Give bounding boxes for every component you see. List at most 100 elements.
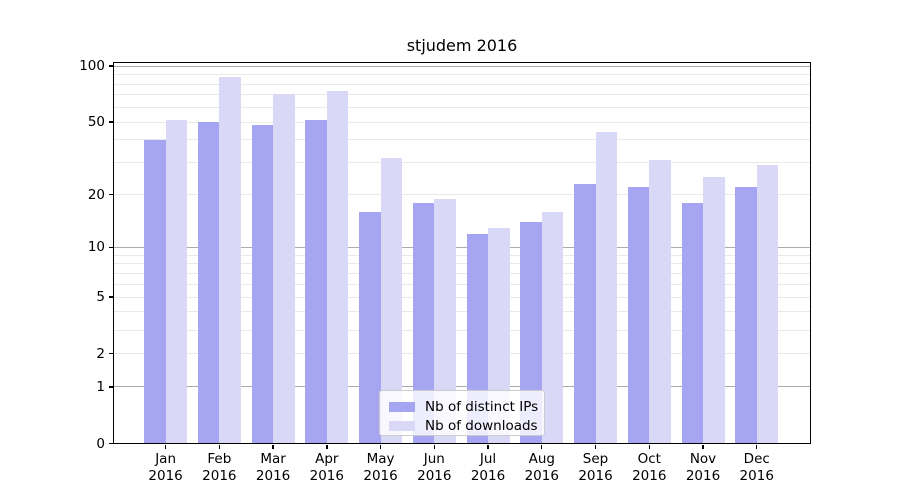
gridline-minor [113, 254, 811, 256]
plot-frame [113, 62, 811, 444]
bar-distinct-ips-jan [144, 139, 166, 444]
x-tick-year: 2016 [739, 467, 774, 484]
legend-swatch-distinct-ips [389, 401, 415, 412]
bar-distinct-ips-feb [197, 122, 220, 444]
y-tick [108, 352, 113, 355]
legend-item-distinct-ips: Nb of distinct IPs [389, 397, 539, 416]
x-tick [379, 444, 382, 449]
gridline-major [113, 246, 811, 248]
gridline-minor [113, 121, 811, 123]
x-tick-year: 2016 [685, 467, 721, 484]
x-tick-month: Jun [423, 450, 445, 467]
y-tick-label: 2 [96, 345, 105, 362]
x-tick [218, 444, 221, 449]
bar-distinct-ips-oct [627, 187, 650, 444]
bar-downloads-jul [488, 227, 510, 444]
x-tick [487, 444, 489, 449]
gridline-minor [113, 139, 811, 141]
bar-downloads-oct [649, 160, 671, 444]
x-tick-label: Oct 2016 [619, 451, 679, 485]
bar-distinct-ips-dec [735, 187, 757, 444]
x-tick [433, 444, 435, 449]
x-tick-label: Nov 2016 [673, 451, 733, 485]
x-tick [594, 444, 597, 449]
gridline-minor [113, 353, 811, 355]
gridline-minor [113, 194, 811, 196]
bar-downloads-feb [219, 77, 241, 444]
x-tick-month: May [366, 450, 395, 467]
gridline-minor [113, 296, 811, 298]
gridline-major [113, 386, 811, 388]
x-tick [164, 444, 167, 449]
bar-distinct-ips-jun [412, 202, 435, 444]
bar-downloads-nov [703, 177, 725, 444]
x-tick-label: Apr 2016 [297, 451, 357, 485]
x-tick-month: Dec [743, 450, 770, 467]
bar-downloads-apr [326, 90, 349, 444]
gridline-minor [113, 272, 811, 274]
x-tick [702, 444, 704, 449]
x-tick [541, 444, 543, 449]
x-tick-year: 2016 [255, 467, 291, 484]
y-tick-label: 100 [79, 58, 105, 75]
bar-distinct-ips-apr [305, 120, 327, 444]
x-tick-label: Aug 2016 [512, 451, 572, 485]
y-tick [108, 246, 113, 249]
bar-distinct-ips-may [359, 211, 381, 444]
y-tick [108, 442, 113, 445]
x-tick-label: Jun 2016 [404, 451, 464, 485]
gridline-minor [113, 106, 811, 108]
bar-downloads-sep [595, 132, 618, 444]
gridline-minor [113, 283, 811, 285]
x-tick [326, 444, 328, 449]
bar-distinct-ips-mar [251, 125, 274, 444]
x-tick-month: Apr [315, 450, 339, 467]
bar-downloads-aug [541, 211, 564, 444]
gridline-minor [113, 311, 811, 313]
y-tick [108, 386, 113, 388]
x-tick [756, 444, 758, 449]
x-tick-label: Mar 2016 [243, 451, 303, 485]
x-tick-month: Feb [207, 450, 232, 467]
x-tick-month: Jan [155, 450, 176, 467]
bar-downloads-may [380, 157, 403, 444]
x-tick-label: Feb 2016 [189, 451, 249, 485]
gridline-minor [113, 74, 811, 76]
bar-downloads-dec [756, 165, 779, 444]
x-tick-month: Jul [479, 450, 497, 467]
y-tick [108, 65, 113, 67]
chart-title: stjudem 2016 [406, 36, 518, 55]
x-tick-year: 2016 [202, 467, 237, 484]
x-tick-year: 2016 [148, 467, 183, 484]
x-tick [648, 444, 650, 449]
x-tick-label: Jul 2016 [458, 451, 518, 485]
x-tick-year: 2016 [417, 467, 452, 484]
x-tick-label: Dec 2016 [727, 451, 787, 485]
y-tick-label: 10 [87, 239, 105, 256]
y-tick-label: 50 [87, 114, 105, 131]
gridline-minor [113, 329, 811, 331]
bar-downloads-jun [434, 198, 456, 444]
x-tick-year: 2016 [578, 467, 613, 484]
y-tick-label: 5 [96, 289, 105, 305]
y-tick [108, 121, 113, 123]
legend-label-distinct-ips: Nb of distinct IPs [425, 398, 539, 415]
legend-swatch-downloads [389, 420, 415, 431]
gridline-minor [113, 263, 811, 265]
x-tick-year: 2016 [470, 467, 506, 484]
x-tick-label: Jan 2016 [136, 451, 196, 485]
y-tick-label: 1 [96, 378, 105, 395]
legend-label-downloads: Nb of downloads [425, 417, 538, 434]
y-tick-label: 20 [87, 186, 105, 203]
x-tick-month: Aug [528, 450, 555, 467]
x-tick-label: May 2016 [351, 451, 411, 485]
bar-downloads-jan [165, 120, 188, 444]
y-tick [108, 193, 113, 196]
bar-distinct-ips-nov [681, 202, 703, 444]
x-tick-label: Sep 2016 [566, 451, 626, 485]
legend-item-downloads: Nb of downloads [389, 416, 538, 435]
x-tick-month: Mar [260, 450, 286, 467]
legend: Nb of distinct IPs Nb of downloads [379, 390, 545, 436]
gridline-minor [113, 83, 811, 85]
